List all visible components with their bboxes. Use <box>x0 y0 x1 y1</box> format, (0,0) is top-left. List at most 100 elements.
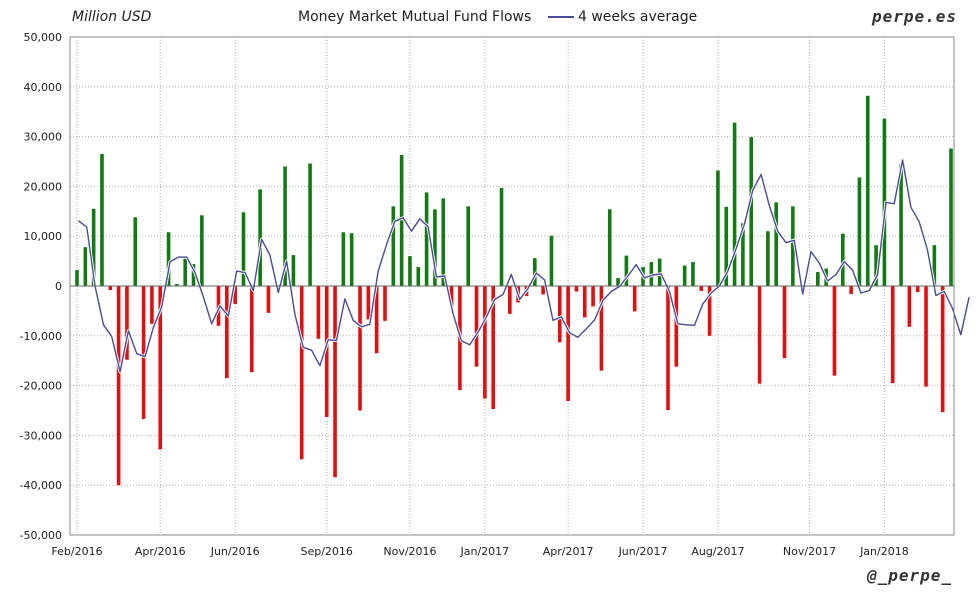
x-tick-label: Jan/2018 <box>859 545 909 558</box>
flow-bar <box>849 286 853 294</box>
flow-bar <box>857 177 862 286</box>
flow-bar <box>166 232 171 286</box>
flow-bar <box>449 286 454 306</box>
flow-bar <box>890 286 895 384</box>
y-tick-label: 40,000 <box>24 81 63 94</box>
flow-bar <box>657 258 662 286</box>
legend-line-swatch <box>548 16 574 18</box>
x-tick-label: Jun/2016 <box>210 545 260 558</box>
legend: 4 weeks average <box>548 9 697 25</box>
flow-bar <box>624 255 629 286</box>
flow-bar <box>324 286 329 417</box>
x-tick-label: Aug/2017 <box>691 545 744 558</box>
flow-bar <box>233 286 237 304</box>
flow-bar <box>299 286 304 460</box>
flow-bar <box>816 272 820 286</box>
flow-bar <box>308 163 312 286</box>
author-handle: @_perpe_ <box>867 566 953 585</box>
flow-bar <box>141 286 146 419</box>
flow-bar <box>341 232 346 286</box>
flow-bar <box>741 223 745 286</box>
flow-bar <box>716 170 720 286</box>
flow-bar <box>175 284 179 286</box>
flow-bar <box>666 286 670 411</box>
flow-bar <box>899 164 903 286</box>
flow-bar <box>915 286 920 292</box>
flow-bar <box>541 286 545 295</box>
flow-bar <box>133 217 138 286</box>
flow-bar <box>949 148 953 286</box>
flow-bar <box>874 245 878 286</box>
flow-bar <box>533 258 537 286</box>
flow-bar <box>932 245 937 286</box>
y-tick-label: -30,000 <box>20 429 62 442</box>
legend-label: 4 weeks average <box>578 9 698 25</box>
flow-bar <box>691 262 695 286</box>
flow-bar <box>549 235 554 286</box>
flow-bar <box>574 286 579 292</box>
chart-title: Money Market Mutual Fund Flows <box>298 9 532 25</box>
flow-bar <box>383 286 387 321</box>
flow-bar <box>591 286 595 307</box>
x-tick-label: Feb/2016 <box>51 545 102 558</box>
flow-bar <box>183 257 188 286</box>
flow-bar <box>83 247 88 286</box>
flow-bar <box>732 122 737 286</box>
flow-bar <box>757 286 762 384</box>
flow-bar <box>283 166 287 286</box>
y-tick-label: 10,000 <box>24 230 63 243</box>
flow-bar <box>865 95 870 286</box>
flow-bar <box>474 286 479 367</box>
y-tick-label: 50,000 <box>24 31 63 44</box>
flow-bar <box>433 209 437 286</box>
flow-bar <box>358 286 362 411</box>
flow-bar <box>416 267 421 286</box>
flow-bar <box>940 286 945 412</box>
flow-bar <box>150 286 154 324</box>
flow-bar <box>749 137 754 286</box>
flow-bar <box>125 286 129 360</box>
flow-bar <box>191 264 196 286</box>
flow-bar <box>774 202 778 286</box>
flow-bar <box>791 206 795 286</box>
flow-bar <box>499 187 504 286</box>
flow-bar <box>607 209 612 286</box>
x-tick-label: Apr/2016 <box>135 545 186 558</box>
x-tick-label: Jun/2017 <box>618 545 668 558</box>
y-tick-label: -50,000 <box>20 529 62 542</box>
flow-bar <box>366 286 371 320</box>
flow-bar <box>699 286 704 291</box>
y-tick-label: 30,000 <box>24 131 63 144</box>
flow-bar <box>266 286 271 313</box>
flow-bar <box>682 265 687 286</box>
flow-bar <box>924 286 928 387</box>
axes: 50,000 40,000 30,000 20,000 10,000 0 -10,000 -2… <box>20 31 955 558</box>
bar-series <box>75 95 953 486</box>
y-axis-unit-label: Million USD <box>72 9 152 25</box>
flow-bar <box>832 286 837 376</box>
flow-bar <box>782 286 787 359</box>
brand-watermark: perpe.es <box>872 7 958 26</box>
x-tick-label: Sep/2016 <box>300 545 352 558</box>
average-line-series <box>77 158 971 374</box>
flow-bar <box>599 286 604 371</box>
flow-bar <box>250 286 254 373</box>
flow-bar <box>557 286 562 343</box>
flow-bar <box>491 286 495 410</box>
flow-bar <box>466 206 471 286</box>
x-tick-label: Nov/2016 <box>383 545 436 558</box>
y-tick-label: 0 <box>55 280 62 293</box>
flow-bar <box>75 270 79 286</box>
flow-bar <box>907 286 912 327</box>
flow-bar <box>291 255 296 286</box>
flow-bar <box>408 256 412 286</box>
x-tick-label: Nov/2017 <box>783 545 836 558</box>
flow-bar <box>632 286 637 312</box>
x-tick-label: Apr/2017 <box>543 545 594 558</box>
flow-bar <box>616 278 620 286</box>
flow-bar <box>674 286 679 367</box>
flow-bar <box>116 286 121 486</box>
flow-bar <box>316 286 321 339</box>
flow-bar <box>100 154 104 286</box>
